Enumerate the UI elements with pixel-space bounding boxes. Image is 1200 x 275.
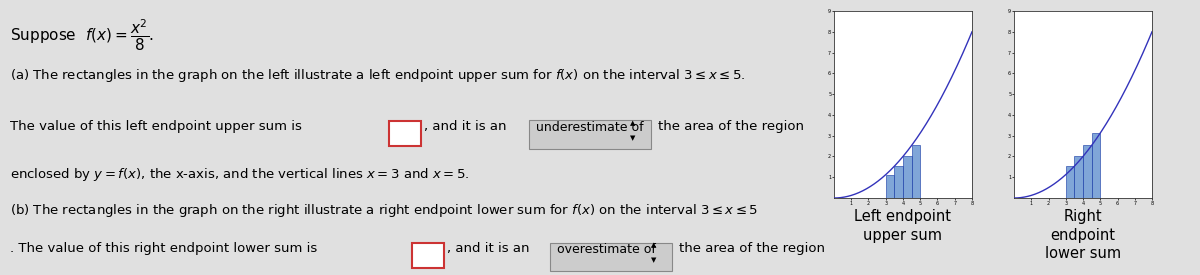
Bar: [894, 166, 902, 198]
Bar: [886, 175, 894, 198]
Bar: [412, 243, 444, 268]
Text: (b) The rectangles in the graph on the right illustrate a right endpoint lower s: (b) The rectangles in the graph on the r…: [10, 202, 758, 219]
Bar: [902, 156, 912, 198]
Bar: [551, 243, 672, 271]
Text: the area of the region: the area of the region: [658, 120, 804, 133]
Text: . The value of this right endpoint lower sum is: . The value of this right endpoint lower…: [10, 242, 317, 255]
Bar: [912, 145, 920, 198]
Text: The value of this left endpoint upper sum is: The value of this left endpoint upper su…: [10, 120, 302, 133]
Bar: [1066, 166, 1074, 198]
Text: Right
endpoint
lower sum: Right endpoint lower sum: [1045, 209, 1121, 261]
Text: underestimate of: underestimate of: [536, 121, 643, 134]
Text: enclosed by $y = f(x)$, the x-axis, and the vertical lines $x = 3$ and $x = 5$.: enclosed by $y = f(x)$, the x-axis, and …: [10, 166, 469, 183]
Text: ▼: ▼: [630, 135, 635, 141]
Bar: [529, 120, 650, 149]
Bar: [1074, 156, 1084, 198]
Text: ▲: ▲: [630, 120, 635, 126]
Text: ▼: ▼: [650, 257, 656, 263]
Text: the area of the region: the area of the region: [679, 242, 824, 255]
Text: Suppose  $f(x) = \dfrac{x^2}{8}$.: Suppose $f(x) = \dfrac{x^2}{8}$.: [10, 18, 155, 53]
Text: ▲: ▲: [650, 243, 656, 249]
Text: overestimate of: overestimate of: [557, 243, 655, 256]
Text: , and it is an: , and it is an: [446, 242, 529, 255]
Text: , and it is an: , and it is an: [425, 120, 506, 133]
Bar: [1092, 133, 1100, 198]
Text: (a) The rectangles in the graph on the left illustrate a left endpoint upper sum: (a) The rectangles in the graph on the l…: [10, 67, 745, 84]
Text: Left endpoint
upper sum: Left endpoint upper sum: [854, 209, 952, 243]
Bar: [1084, 145, 1092, 198]
Bar: [389, 121, 421, 146]
